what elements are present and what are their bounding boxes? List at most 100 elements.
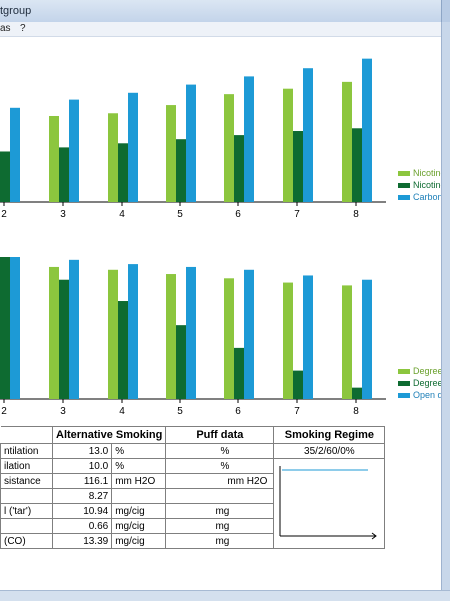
row-value: 116.1 xyxy=(51,473,113,489)
chart-bottom-bar-4-s2 xyxy=(128,264,138,399)
chart-top-bar-4-s2 xyxy=(128,92,138,202)
row-value: 10.0 xyxy=(51,458,113,474)
table-row: (CO) 13.39 mg/cig mg xyxy=(0,533,385,549)
legend-item-top-2: Nicotine xyxy=(398,180,442,190)
chart-top-bar-4-s1 xyxy=(118,143,128,202)
chart-bottom-tick-label-6: 6 xyxy=(235,406,241,417)
chart-top-bar-7-s2 xyxy=(303,68,313,202)
row-label: l ('tar') xyxy=(0,503,53,519)
chart-bottom-bar-2-s2 xyxy=(10,257,20,399)
row-puff-unit: mg xyxy=(165,503,275,519)
chart-top-bar-2-s1 xyxy=(0,151,10,202)
chart-top-bar-8-s1 xyxy=(352,128,362,202)
chart-bottom-bar-2-s1 xyxy=(0,257,10,399)
legend-item-bottom-3: Open dra xyxy=(398,390,442,400)
chart-top-tick-label-5: 5 xyxy=(177,209,183,220)
header-blank xyxy=(0,426,53,444)
row-puff-unit: mg xyxy=(165,518,275,534)
menu-bar: as ? xyxy=(0,22,450,37)
chart-bottom-bar-3-s2 xyxy=(69,259,79,399)
row-value: 10.94 xyxy=(51,503,113,519)
chart-top-bar-7-s1 xyxy=(293,131,303,202)
chart-top-bar-3-s0 xyxy=(49,115,59,202)
chart-top: 2 3 4 5 6 7 8 xyxy=(0,58,386,220)
row-puff-unit: % xyxy=(165,443,275,459)
chart-bottom-bar-5-s2 xyxy=(186,266,196,399)
row-label xyxy=(0,518,53,534)
chart-top-tick-label-8: 8 xyxy=(353,209,359,220)
chart-bottom: 2 3 4 5 6 7 8 xyxy=(0,257,386,417)
header-puff-data: Puff data xyxy=(165,426,275,444)
table-row: ntilation 13.0 % % 35/2/60/0% xyxy=(0,443,386,459)
row-unit: mg/cig xyxy=(111,503,167,519)
legend-label: Carbon m xyxy=(413,192,442,202)
chart-top-bar-2-s2 xyxy=(10,107,20,202)
row-label: ntilation xyxy=(0,443,53,459)
chart-bottom-bar-6-s2 xyxy=(244,269,254,399)
chart-bottom-bar-6-s0 xyxy=(224,278,234,399)
legend-label: Degree o xyxy=(413,378,442,388)
chart-bottom-bar-6-s1 xyxy=(234,347,244,399)
chart-bottom-bar-7-s0 xyxy=(283,282,293,399)
chart-top-tick-label-2: 2 xyxy=(1,209,7,220)
row-puff-unit: mg xyxy=(165,533,275,549)
row-puff-unit xyxy=(165,488,275,504)
chart-top-tick-label-7: 7 xyxy=(294,209,300,220)
legend-label: Open dra xyxy=(413,390,442,400)
menu-item-help[interactable]: ? xyxy=(20,23,26,34)
row-unit: mg/cig xyxy=(111,518,167,534)
chart-bottom-tick-label-8: 8 xyxy=(353,406,359,417)
legend-label: Nicotine xyxy=(413,180,442,190)
header-smoking-regime: Smoking Regime xyxy=(273,426,386,444)
regime-graph xyxy=(279,466,377,540)
chart-top-bar-5-s1 xyxy=(176,139,186,202)
row-label: ilation xyxy=(0,458,53,474)
window-right-frame xyxy=(441,22,450,600)
legend-item-top-1: Nicotine-f xyxy=(398,168,442,178)
table-row: sistance 116.1 mm H2O mm H2O xyxy=(0,473,385,489)
row-unit: mm H2O xyxy=(111,473,167,489)
chart-bottom-bar-7-s1 xyxy=(293,370,303,399)
chart-bottom-tick-label-4: 4 xyxy=(119,406,125,417)
chart-bottom-bar-7-s2 xyxy=(303,275,313,399)
regime-graph-arrow xyxy=(371,532,377,540)
row-value: 13.39 xyxy=(51,533,113,549)
window-title: tgroup xyxy=(0,5,32,17)
legend-swatch xyxy=(398,183,410,189)
row-unit: % xyxy=(111,443,167,459)
chart-bottom-bar-4-s1 xyxy=(118,301,128,399)
regime-value: 35/2/60/0% xyxy=(273,443,386,459)
chart-bottom-tick-label-2: 2 xyxy=(1,406,7,417)
menu-item-extras[interactable]: as xyxy=(0,23,11,34)
legend-item-bottom-1: Degree o xyxy=(398,366,442,376)
chart-bottom-tick-label-3: 3 xyxy=(60,406,66,417)
chart-top-bar-5-s2 xyxy=(186,84,196,202)
legend-swatch xyxy=(398,393,410,399)
chart-bottom-bar-5-s1 xyxy=(176,325,186,399)
row-value: 8.27 xyxy=(51,488,113,504)
chart-bottom-tick-label-5: 5 xyxy=(177,406,183,417)
chart-bottom-bar-3-s0 xyxy=(49,266,59,399)
legend-swatch xyxy=(398,195,410,201)
chart-bottom-bar-8-s0 xyxy=(342,285,352,399)
chart-bottom-bar-4-s0 xyxy=(108,269,118,399)
row-value: 13.0 xyxy=(51,443,113,459)
window-frame-edge xyxy=(441,0,450,22)
chart-top-tick-label-6: 6 xyxy=(235,209,241,220)
chart-bottom-tick-label-7: 7 xyxy=(294,406,300,417)
chart-top-bar-7-s0 xyxy=(283,88,293,202)
legend-swatch xyxy=(398,369,410,375)
chart-bottom-bar-5-s0 xyxy=(166,274,176,399)
legend-swatch xyxy=(398,171,410,177)
table-row: ilation 10.0 % % xyxy=(0,458,386,549)
chart-bottom-bar-8-s1 xyxy=(352,387,362,399)
chart-top-bar-3-s1 xyxy=(59,147,69,202)
legend-swatch xyxy=(398,381,410,387)
chart-bottom-bar-8-s2 xyxy=(362,279,372,399)
legend-label: Nicotine-f xyxy=(413,168,442,178)
row-puff-unit: % xyxy=(165,458,275,474)
chart-top-bar-4-s0 xyxy=(108,113,118,202)
row-label: (CO) xyxy=(0,533,53,549)
title-bar[interactable]: tgroup xyxy=(0,0,450,23)
chart-top-bar-5-s0 xyxy=(166,105,176,202)
